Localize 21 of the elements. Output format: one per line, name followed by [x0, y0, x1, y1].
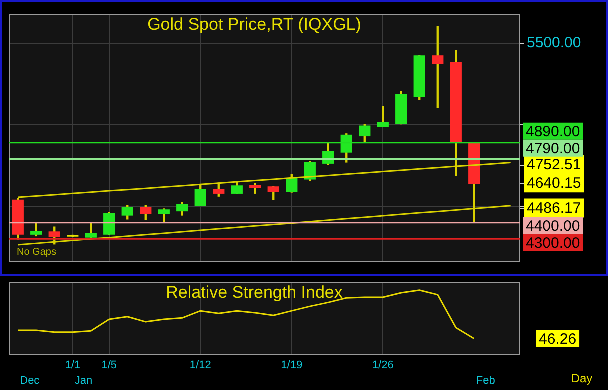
x-tick-label: 1/26 — [372, 360, 394, 372]
chart-title: Gold Spot Price,RT (IQXGL) — [148, 15, 362, 34]
text: Jan — [74, 375, 93, 388]
annotation: No Gaps — [17, 246, 56, 258]
ref-line-label: 4890.00 — [526, 123, 580, 140]
x-tick-label: 1/5 — [102, 360, 118, 372]
chart-title: Relative Strength Index — [166, 283, 344, 302]
x-tick-label: 1/19 — [281, 360, 303, 372]
y-tick-label: 4640.15 — [527, 174, 582, 192]
y-tick-label: 4486.17 — [527, 200, 582, 217]
text: Feb — [476, 375, 496, 388]
ref-line-label: 4400.00 — [526, 218, 580, 235]
text: Dec — [20, 375, 40, 388]
y-tick-label: 4752.51 — [527, 156, 582, 174]
ref-line-label: 4790.00 — [526, 140, 580, 158]
y-tick-label: 5500.00 — [527, 34, 582, 52]
x-tick-label: 1/1 — [65, 360, 81, 372]
text: Day — [571, 371, 593, 386]
x-tick-label: 1/12 — [190, 360, 212, 372]
text: 46.26 — [539, 330, 577, 348]
ref-line-label: 4300.00 — [526, 234, 580, 252]
